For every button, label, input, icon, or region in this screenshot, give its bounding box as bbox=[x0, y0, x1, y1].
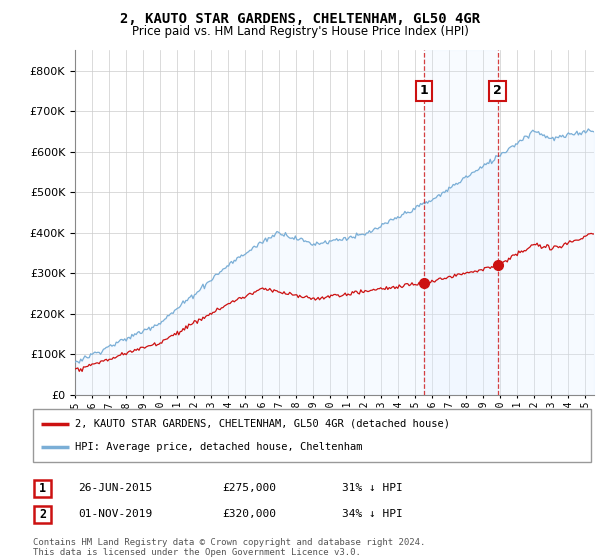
Text: HPI: Average price, detached house, Cheltenham: HPI: Average price, detached house, Chel… bbox=[75, 442, 362, 452]
Text: 01-NOV-2019: 01-NOV-2019 bbox=[78, 509, 152, 519]
Text: 2, KAUTO STAR GARDENS, CHELTENHAM, GL50 4GR: 2, KAUTO STAR GARDENS, CHELTENHAM, GL50 … bbox=[120, 12, 480, 26]
FancyBboxPatch shape bbox=[34, 506, 51, 523]
Text: Contains HM Land Registry data © Crown copyright and database right 2024.
This d: Contains HM Land Registry data © Crown c… bbox=[33, 538, 425, 557]
FancyBboxPatch shape bbox=[34, 480, 51, 497]
Text: £320,000: £320,000 bbox=[222, 509, 276, 519]
Text: 1: 1 bbox=[419, 85, 428, 97]
Text: 2, KAUTO STAR GARDENS, CHELTENHAM, GL50 4GR (detached house): 2, KAUTO STAR GARDENS, CHELTENHAM, GL50 … bbox=[75, 419, 450, 429]
Text: 34% ↓ HPI: 34% ↓ HPI bbox=[342, 509, 403, 519]
Text: 2: 2 bbox=[39, 508, 46, 521]
FancyBboxPatch shape bbox=[33, 409, 591, 462]
Text: Price paid vs. HM Land Registry's House Price Index (HPI): Price paid vs. HM Land Registry's House … bbox=[131, 25, 469, 38]
Text: £275,000: £275,000 bbox=[222, 483, 276, 493]
Text: 2: 2 bbox=[493, 85, 502, 97]
Text: 26-JUN-2015: 26-JUN-2015 bbox=[78, 483, 152, 493]
Bar bbox=[424, 50, 497, 395]
Text: 31% ↓ HPI: 31% ↓ HPI bbox=[342, 483, 403, 493]
Text: 1: 1 bbox=[39, 482, 46, 496]
